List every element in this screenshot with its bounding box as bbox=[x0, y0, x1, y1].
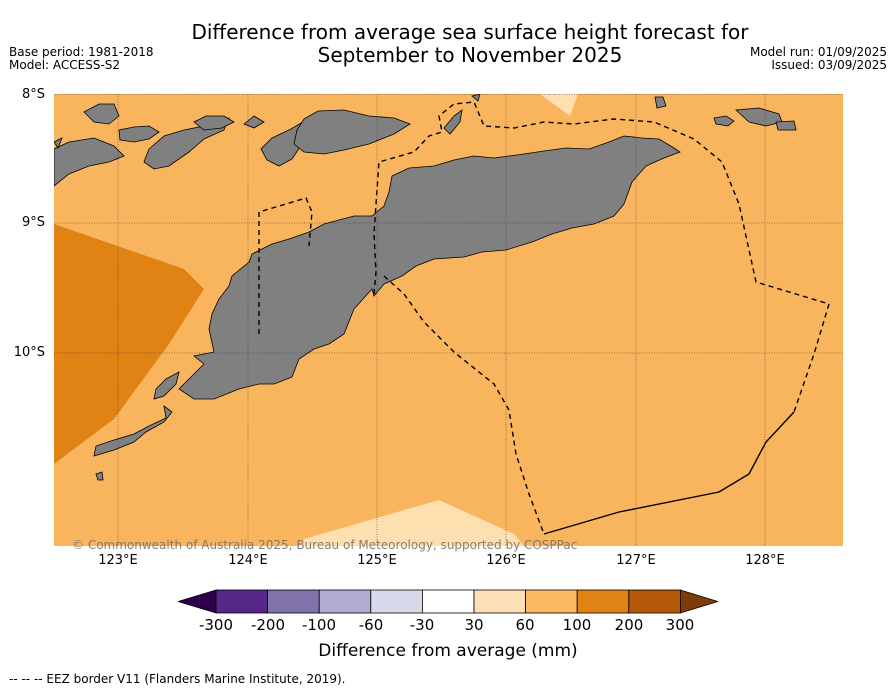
adonara-island bbox=[118, 125, 160, 143]
savu-islet bbox=[95, 471, 104, 481]
lat-label-9s: 9°S bbox=[21, 215, 45, 230]
colorbar-swatch-6 bbox=[473, 589, 526, 614]
timor-island bbox=[178, 135, 681, 400]
colorbar-tick: 30 bbox=[464, 616, 484, 634]
colorbar-swatch-3 bbox=[318, 589, 372, 614]
colorbar-tick: -100 bbox=[301, 616, 337, 634]
colorbar-swatch-5 bbox=[421, 589, 475, 614]
colorbar-swatch-2 bbox=[267, 589, 320, 614]
eez-border-south-solid bbox=[543, 411, 795, 535]
wetar-islet-1 bbox=[471, 94, 481, 102]
base-period: Base period: 1981-2018 bbox=[9, 45, 154, 59]
lat-label-8s: 8°S bbox=[21, 87, 45, 102]
sea-30-60-region-south bbox=[299, 500, 524, 546]
map-svg bbox=[54, 94, 843, 546]
colorbar-tick: -300 bbox=[198, 616, 234, 634]
lon-label-125e: 125°E bbox=[357, 553, 397, 568]
lon-label-126e: 126°E bbox=[486, 553, 526, 568]
sea-30-60-region-north bbox=[540, 94, 578, 116]
atauro-island bbox=[443, 109, 463, 135]
flores-east-island bbox=[54, 137, 125, 187]
eez-border-west bbox=[383, 275, 545, 535]
colorbar-svg bbox=[176, 589, 720, 614]
colorbar-tick: -200 bbox=[250, 616, 286, 634]
colorbar-swatch-8 bbox=[576, 589, 630, 614]
copyright-notice: © Commonwealth of Australia 2025, Bureau… bbox=[72, 538, 578, 552]
lembata-island bbox=[143, 117, 230, 170]
moa-island bbox=[775, 120, 797, 131]
pantar-island bbox=[293, 109, 411, 155]
semau-island bbox=[153, 371, 180, 400]
issued-date: Issued: 03/09/2025 bbox=[771, 58, 887, 72]
sea-100-200-region bbox=[54, 224, 204, 464]
meta-left: Base period: 1981-2018 Model: ACCESS-S2 bbox=[9, 46, 154, 72]
solor-island bbox=[83, 103, 120, 125]
title-line-1: Difference from average sea surface heig… bbox=[191, 20, 749, 44]
meta-right: Model run: 01/09/2025 Issued: 03/09/2025 bbox=[750, 46, 887, 72]
colorbar-swatch-1 bbox=[215, 589, 268, 614]
colorbar bbox=[176, 589, 720, 615]
chart-title: Difference from average sea surface heig… bbox=[160, 21, 780, 67]
model-run: Model run: 01/09/2025 bbox=[749, 45, 887, 59]
colorbar-tick: 60 bbox=[515, 616, 535, 634]
north-islet-3 bbox=[54, 137, 63, 149]
colorbar-tick: 100 bbox=[562, 616, 592, 634]
colorbar-swatch-9 bbox=[628, 589, 681, 614]
colorbar-extend-low bbox=[176, 589, 217, 614]
rote-island bbox=[93, 405, 173, 457]
wetar-islet-2 bbox=[654, 96, 667, 109]
colorbar-tick: -60 bbox=[358, 616, 384, 634]
eez-border-north bbox=[373, 101, 830, 305]
colorbar-tick: 200 bbox=[614, 616, 644, 634]
eez-footnote: -- -- -- EEZ border V11 (Flanders Marine… bbox=[9, 672, 346, 686]
title-line-2: September to November 2025 bbox=[317, 43, 623, 67]
map-panel[interactable] bbox=[54, 94, 843, 546]
colorbar-extend-high bbox=[679, 589, 720, 614]
lat-label-10s: 10°S bbox=[13, 345, 45, 360]
lon-label-124e: 124°E bbox=[228, 553, 268, 568]
lon-label-128e: 128°E bbox=[745, 553, 785, 568]
romang-island bbox=[713, 115, 735, 127]
colorbar-tick: -30 bbox=[409, 616, 435, 634]
colorbar-swatch-7 bbox=[525, 589, 578, 614]
colorbar-label: Difference from average (mm) bbox=[318, 641, 578, 661]
north-islet-2 bbox=[243, 115, 265, 129]
lon-label-127e: 127°E bbox=[616, 553, 656, 568]
colorbar-swatch-4 bbox=[370, 589, 423, 614]
model-name: Model: ACCESS-S2 bbox=[9, 58, 121, 72]
lon-label-123e: 123°E bbox=[98, 553, 138, 568]
graticule bbox=[54, 94, 843, 546]
colorbar-tick: 300 bbox=[665, 616, 695, 634]
north-islet-1 bbox=[193, 115, 235, 131]
eez-border-east bbox=[793, 303, 830, 413]
eez-border-oecusse bbox=[258, 197, 313, 334]
eez-border bbox=[258, 101, 830, 535]
